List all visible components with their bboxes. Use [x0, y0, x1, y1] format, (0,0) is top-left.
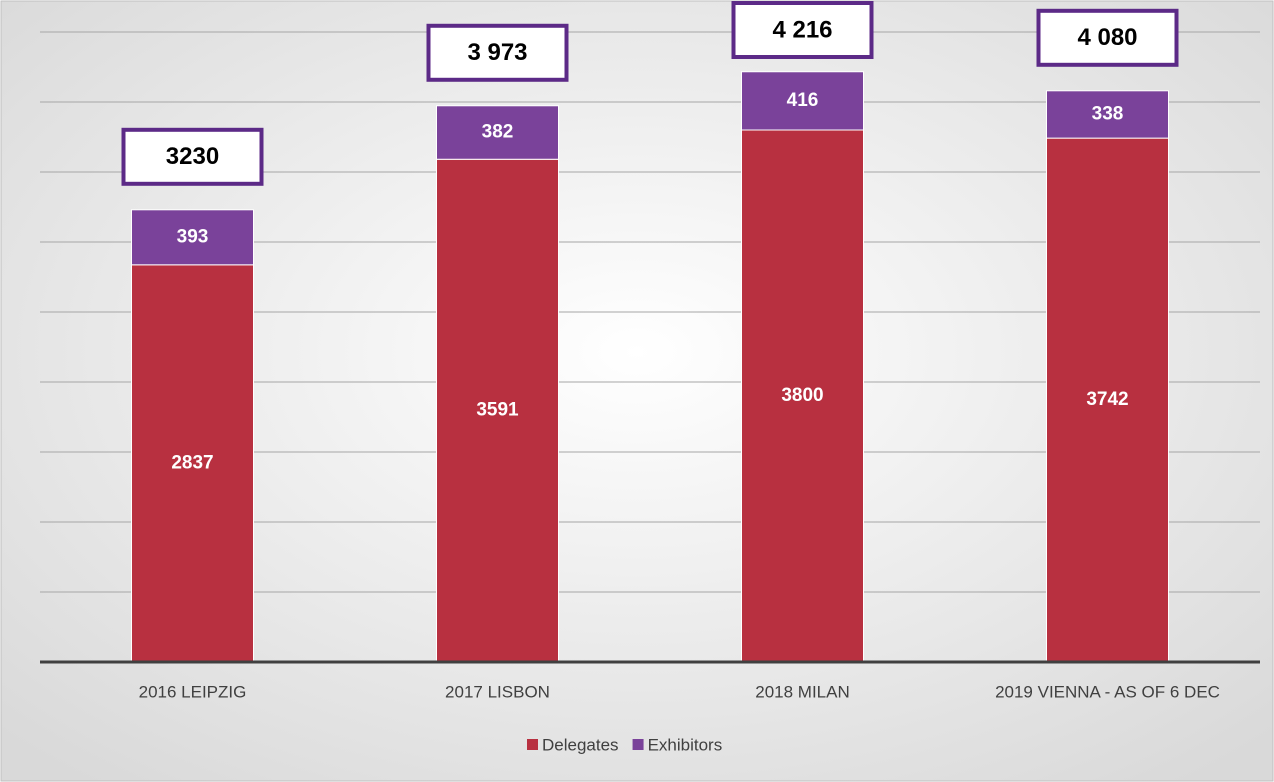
- total-box: [731, 1, 874, 59]
- bar-segment: [131, 264, 254, 663]
- total-label: 4 216: [772, 16, 832, 43]
- total-box: [121, 127, 264, 186]
- legend-label: Delegates: [542, 735, 619, 754]
- legend-swatch: [632, 739, 644, 750]
- data-label: 382: [482, 122, 514, 143]
- legend-label: Exhibitors: [648, 735, 723, 754]
- bar-segment: [1046, 90, 1169, 139]
- total-label: 4 080: [1077, 24, 1137, 51]
- bar-segment: [741, 71, 864, 131]
- total-label: 3 973: [467, 39, 527, 66]
- bar-segment: [131, 209, 254, 266]
- data-label: 3800: [781, 385, 823, 406]
- bar-segment: [436, 105, 559, 160]
- bar-segment: [741, 129, 864, 663]
- x-tick-label: 2017 LISBON: [445, 682, 550, 701]
- bar-segment: [1046, 137, 1169, 663]
- total-box: [426, 23, 569, 82]
- x-tick-label: 2018 MILAN: [755, 682, 850, 701]
- total-label: 3230: [166, 143, 219, 170]
- x-tick-label: 2019 VIENNA - AS OF 6 DEC: [995, 682, 1220, 701]
- data-label: 416: [787, 90, 819, 111]
- data-label: 3591: [476, 400, 519, 421]
- data-label: 2837: [171, 452, 213, 473]
- data-label: 338: [1092, 103, 1124, 124]
- x-tick-label: 2016 LEIPZIG: [139, 682, 247, 701]
- total-box: [1036, 8, 1179, 67]
- data-label: 393: [177, 226, 209, 247]
- legend-swatch: [527, 739, 538, 750]
- data-label: 3742: [1086, 389, 1128, 410]
